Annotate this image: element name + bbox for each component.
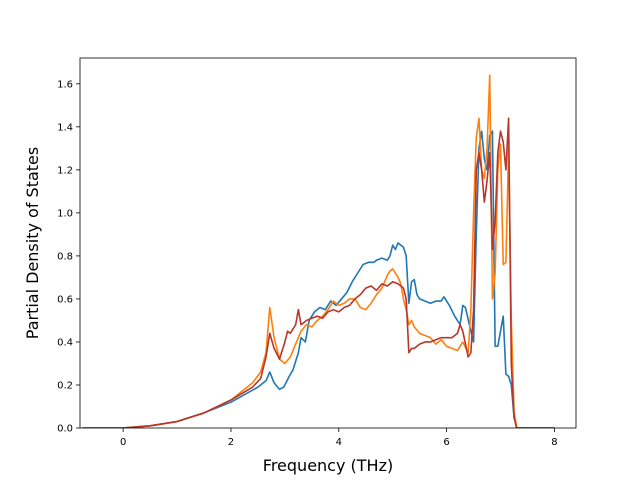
y-tick-label: 0.0: [57, 424, 73, 435]
y-tick-label: 0.8: [57, 251, 73, 262]
x-tick-label: 0: [120, 437, 126, 448]
axes-frame: [79, 57, 577, 429]
y-tick-label: 1.4: [57, 122, 73, 133]
y-tick-label: 1.2: [57, 165, 73, 176]
y-tick-label: 0.2: [57, 380, 73, 391]
y-tick-label: 0.6: [57, 294, 73, 305]
plot-area: [82, 74, 555, 428]
x-tick-label: 2: [228, 437, 234, 448]
series-line-3: [82, 117, 555, 428]
x-tick-label: 4: [336, 437, 342, 448]
y-axis-label: Partial Density of States: [23, 147, 42, 339]
x-tick-label: 8: [551, 437, 557, 448]
y-tick-label: 1.6: [57, 79, 73, 90]
x-axis-label: Frequency (THz): [263, 456, 393, 475]
y-tick-label: 0.4: [57, 337, 73, 348]
axis-ticks: 0 2 4 6 8 0.0 0.2 0.4 0.6 0.8 1.0 1.2 1.4 1.6: [57, 79, 558, 448]
x-tick-label: 6: [443, 437, 449, 448]
series-line-2: [82, 74, 555, 428]
y-tick-label: 1.0: [57, 208, 73, 219]
